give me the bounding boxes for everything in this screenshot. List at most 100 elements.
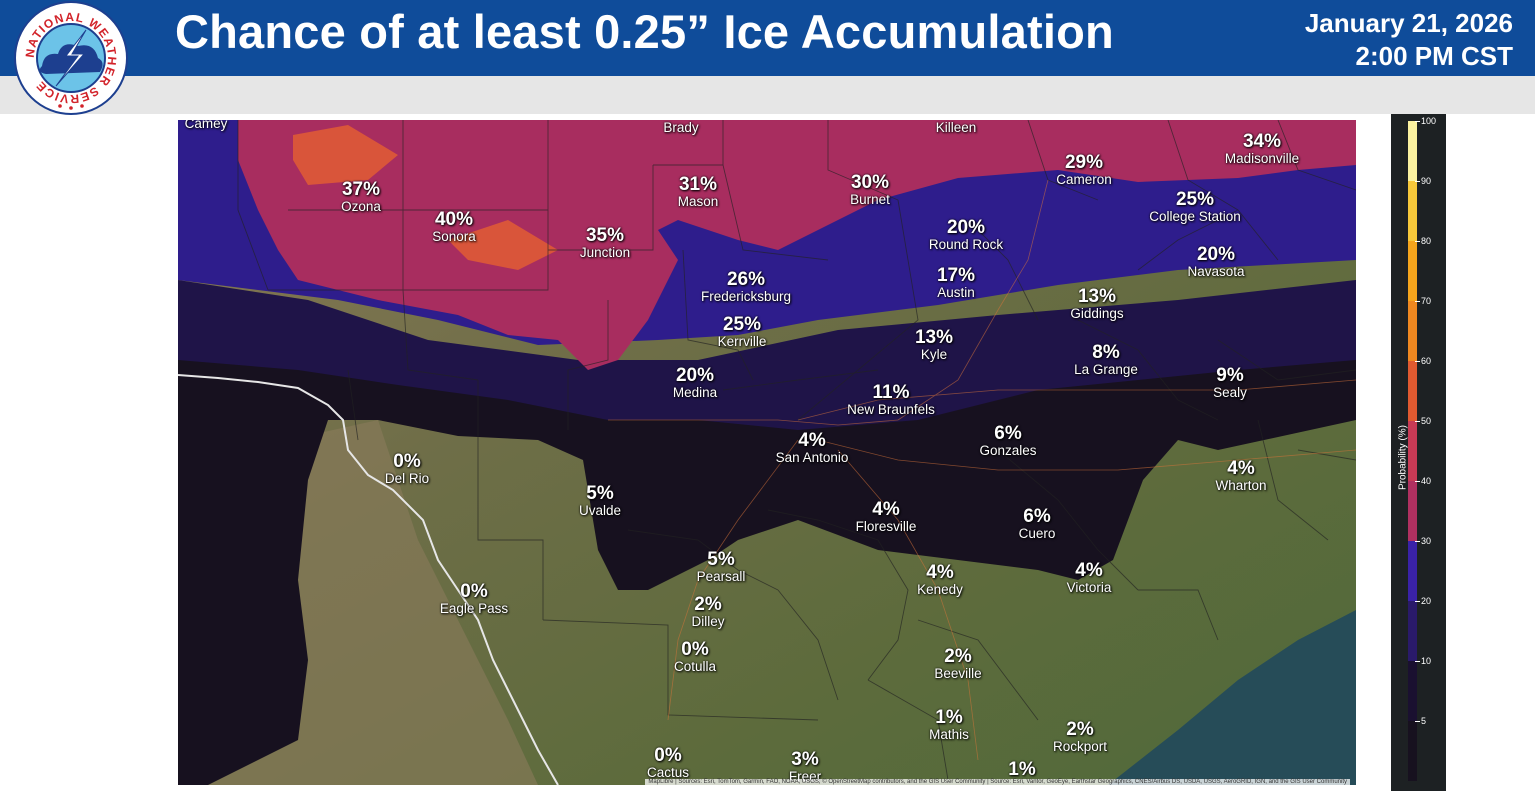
- legend-tick-mark: [1415, 361, 1420, 362]
- place-probability: 9%: [1216, 365, 1244, 386]
- place-name: Giddings: [1070, 306, 1124, 321]
- place-probability: 8%: [1092, 342, 1120, 363]
- place-name: Eagle Pass: [439, 601, 509, 616]
- place-label: 29% Cameron: [1056, 153, 1112, 187]
- legend-tick-label: 10: [1421, 656, 1432, 666]
- legend-tick-mark: [1415, 181, 1420, 182]
- place-label: 0% Eagle Pass: [440, 582, 508, 616]
- legend-tick-mark: [1415, 601, 1420, 602]
- place-label: 2% Rockport: [1053, 720, 1107, 754]
- place-label: 4% Kenedy: [917, 563, 963, 597]
- legend-tick-label: 5: [1421, 716, 1427, 726]
- legend-tick-mark: [1415, 421, 1420, 422]
- legend-tick-label: 40: [1421, 476, 1432, 486]
- place-label: 35% Junction: [580, 226, 630, 260]
- place-label: 4% San Antonio: [776, 431, 849, 465]
- place-name: Killeen: [935, 120, 977, 135]
- place-name: Fredericksburg: [700, 289, 792, 304]
- place-name: Beeville: [934, 666, 982, 681]
- map-canvas: [178, 120, 1356, 785]
- page-title: Chance of at least 0.25” Ice Accumulatio…: [175, 5, 1114, 58]
- place-probability: 31%: [678, 174, 718, 195]
- road-lines: [608, 179, 1356, 761]
- place-probability: 29%: [1064, 152, 1104, 173]
- place-name: Gonzales: [979, 443, 1037, 458]
- place-name: Sonora: [432, 229, 476, 244]
- place-name: Del Rio: [384, 471, 430, 486]
- place-label: 26% Fredericksburg: [701, 270, 791, 304]
- place-name: Sealy: [1213, 385, 1247, 400]
- place-probability: 2%: [694, 594, 722, 615]
- place-label: 0% Cotulla: [674, 640, 716, 674]
- place-probability: 2%: [1066, 719, 1094, 740]
- legend-tick-mark: [1415, 721, 1420, 722]
- probability-map[interactable]: Camey Brady Killeen 34% Madisonville 29% Came…: [178, 120, 1356, 785]
- place-label: 8% La Grange: [1074, 343, 1138, 377]
- place-probability: 20%: [675, 365, 715, 386]
- legend-tick-mark: [1415, 301, 1420, 302]
- place-probability: 37%: [341, 179, 381, 200]
- place-name: Floresville: [855, 519, 917, 534]
- place-label: 37% Ozona: [341, 180, 381, 214]
- legend-tick-mark: [1415, 481, 1420, 482]
- place-name: Cotulla: [673, 659, 717, 674]
- place-name: Ozona: [341, 199, 381, 214]
- place-name: Cameron: [1056, 172, 1112, 187]
- legend-tick-label: 100: [1421, 116, 1437, 126]
- band-40-50-sonora: [448, 220, 558, 270]
- legend-tick-label: 30: [1421, 536, 1432, 546]
- place-label: 17% Austin: [937, 266, 975, 300]
- place-probability: 34%: [1242, 131, 1282, 152]
- place-name: Cuero: [1018, 526, 1056, 541]
- place-label: 0% Del Rio: [385, 452, 429, 486]
- place-name: Dilley: [691, 614, 725, 629]
- place-label: 20% Round Rock: [929, 218, 1003, 252]
- band-5-10: [178, 310, 1356, 785]
- place-probability: 25%: [722, 314, 762, 335]
- place-name: Junction: [579, 245, 631, 260]
- place-name: Cactus: [646, 765, 690, 780]
- place-probability: 20%: [946, 217, 986, 238]
- place-probability: 20%: [1196, 244, 1236, 265]
- place-label: 13% Kyle: [915, 328, 953, 362]
- place-probability: 11%: [872, 382, 910, 403]
- place-label: 34% Madisonville: [1225, 132, 1299, 166]
- place-label: 20% Medina: [673, 366, 717, 400]
- place-probability: 4%: [1075, 560, 1103, 581]
- place-label: 20% Navasota: [1187, 245, 1244, 279]
- band-30-40: [238, 120, 1356, 370]
- place-label: 11% New Braunfels: [847, 383, 935, 417]
- place-label: 4% Floresville: [856, 500, 917, 534]
- place-name: Victoria: [1066, 580, 1112, 595]
- place-probability: 30%: [850, 172, 890, 193]
- place-label: 4% Victoria: [1067, 561, 1112, 595]
- place-label-camey: Camey: [185, 120, 228, 131]
- place-name: New Braunfels: [847, 402, 935, 417]
- place-name: Madisonville: [1224, 151, 1300, 166]
- place-name: Kyle: [920, 347, 948, 362]
- place-probability: 1%: [1008, 759, 1036, 780]
- legend-tick-mark: [1415, 661, 1420, 662]
- place-probability: 26%: [726, 269, 766, 290]
- place-probability: 4%: [872, 499, 900, 520]
- place-label: 2% Dilley: [691, 595, 724, 629]
- place-label: 5% Pearsall: [697, 550, 746, 584]
- band-40-50-ozona: [293, 125, 398, 185]
- place-name: Medina: [672, 385, 718, 400]
- place-name: Mathis: [929, 727, 969, 742]
- place-label: 4% Wharton: [1215, 459, 1266, 493]
- place-name: San Antonio: [775, 450, 849, 465]
- place-probability: 5%: [586, 483, 614, 504]
- legend-color-bar: [1408, 121, 1417, 781]
- place-label: 40% Sonora: [432, 210, 476, 244]
- place-label: 1%: [1008, 760, 1035, 779]
- place-probability: 3%: [791, 749, 819, 770]
- legend-tick-mark: [1415, 241, 1420, 242]
- place-name: Austin: [937, 285, 975, 300]
- legend-title: Probability (%): [1397, 424, 1409, 491]
- place-probability: 0%: [681, 639, 709, 660]
- place-name: Burnet: [850, 192, 890, 207]
- place-name: Round Rock: [928, 237, 1004, 252]
- place-name: Pearsall: [696, 569, 746, 584]
- rio-grande-border: [178, 374, 559, 785]
